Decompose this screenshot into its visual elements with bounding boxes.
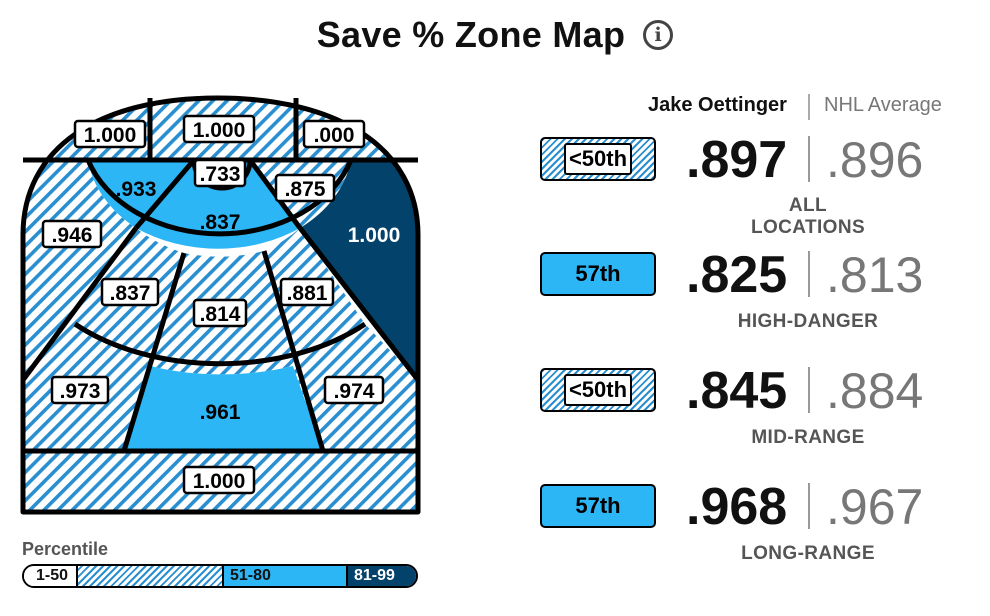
zone-left-point — [23, 160, 136, 380]
percentile-badge: 57th — [540, 484, 656, 528]
value-divider — [808, 367, 810, 413]
league-save-pct: .896 — [826, 132, 924, 188]
zone-label-box — [302, 119, 366, 149]
zone-value: .881 — [287, 282, 328, 305]
legend-band-high: 81-99 — [348, 566, 416, 586]
zone-label-box — [73, 119, 147, 149]
zone-value: .837 — [110, 282, 151, 305]
zone-right-point — [300, 160, 418, 380]
zone-label-top-center: 1.000 — [182, 114, 256, 144]
zone-crease-left — [88, 160, 194, 228]
percentile-badge-text: <50th — [563, 143, 633, 175]
league-save-pct: .884 — [826, 363, 924, 419]
zone-group-label: MID-RANGE — [751, 427, 865, 448]
league-save-pct: .967 — [826, 479, 924, 535]
zone-group-label: HIGH-DANGER — [737, 311, 879, 332]
value-divider — [808, 251, 810, 297]
zone-divider — [261, 250, 326, 452]
zone-value: .961 — [200, 401, 241, 424]
zone-value: .875 — [285, 178, 326, 201]
zone-label-right-point: 1.000 — [348, 224, 401, 247]
zone-label-outer-right: .974 — [323, 375, 385, 405]
zone-value: .946 — [52, 224, 93, 247]
zone-value: 1.000 — [84, 124, 137, 147]
zone-divider — [134, 158, 196, 230]
page-title: Save % Zone Map i — [0, 14, 990, 56]
league-save-pct: .813 — [826, 247, 924, 303]
zone-label-box — [41, 219, 103, 249]
zone-label-slot-left: .837 — [100, 277, 160, 307]
zone-group-label: LONG-RANGE — [741, 543, 875, 564]
percentile-badge-text: 57th — [575, 261, 621, 286]
zone-label-box — [279, 277, 335, 307]
zone-label-blue-line: 1.000 — [182, 465, 256, 495]
zone-high-slot — [124, 366, 323, 451]
percentile-badge-text: <50th — [563, 374, 633, 406]
zone-value: 1.000 — [193, 119, 246, 142]
zone-label-box — [193, 158, 247, 188]
zone-label-crease-left: .933 — [116, 178, 157, 201]
zone-value: 1.000 — [193, 470, 246, 493]
zone-value: 1.000 — [348, 224, 401, 247]
zone-label-top-right: .000 — [302, 119, 366, 149]
zone-value: .974 — [334, 380, 375, 403]
zone-label-slot-right: .881 — [279, 277, 335, 307]
player-save-pct: .825 — [686, 246, 788, 304]
zone-value: .973 — [60, 380, 101, 403]
header-divider — [808, 94, 810, 120]
zone-label-box — [192, 298, 248, 328]
zone-label-box — [182, 114, 256, 144]
zone-value: .814 — [200, 303, 241, 326]
zone-label-high-slot: .961 — [200, 401, 241, 424]
zone-divider — [20, 226, 139, 382]
zone-value: .933 — [116, 178, 157, 201]
zone-divider — [73, 321, 367, 367]
percentile-badge-text: 57th — [575, 493, 621, 518]
legend-band-low: 1-50 — [24, 566, 222, 586]
zone-label-top-left: 1.000 — [73, 119, 147, 149]
zone-label-slot-center: .814 — [192, 298, 248, 328]
zone-label-box — [323, 375, 385, 405]
zone-label-box — [100, 277, 160, 307]
percentile-legend: 1-50 51-80 81-99 — [22, 564, 418, 588]
zone-value: .733 — [200, 163, 241, 186]
rink-outline — [20, 95, 421, 515]
title-text: Save % Zone Map — [316, 14, 626, 55]
zone-value: .000 — [314, 124, 355, 147]
percentile-badge: <50th — [540, 137, 656, 181]
legend-band-mid: 51-80 — [222, 566, 348, 586]
league-average-label: NHL Average — [824, 94, 942, 116]
zone-label-crease-center: .837 — [200, 211, 241, 234]
percentile-badge: 57th — [540, 252, 656, 296]
zone-label-box — [182, 465, 256, 495]
legend-title: Percentile — [22, 539, 109, 559]
percentile-badge: <50th — [540, 368, 656, 412]
player-save-pct: .897 — [686, 131, 788, 189]
player-name: Jake Oettinger — [648, 94, 787, 116]
player-save-pct: .845 — [686, 362, 788, 420]
zone-divider — [298, 226, 420, 382]
zone-divider — [121, 252, 187, 452]
zone-group-label: ALL LOCATIONS — [750, 195, 866, 238]
zone-label-crease-center-top: .733 — [193, 158, 247, 188]
info-icon[interactable]: i — [643, 20, 674, 50]
zone-label-box — [274, 173, 336, 203]
zone-label-crease-right: .875 — [274, 173, 336, 203]
value-divider — [808, 136, 810, 182]
zone-label-left-point: .946 — [41, 219, 103, 249]
zone-label-box — [50, 375, 110, 405]
zone-value: .837 — [200, 211, 241, 234]
value-divider — [808, 483, 810, 529]
zone-label-outer-left: .973 — [50, 375, 110, 405]
player-save-pct: .968 — [686, 478, 788, 536]
legend-band-low-label: 1-50 — [24, 566, 79, 586]
